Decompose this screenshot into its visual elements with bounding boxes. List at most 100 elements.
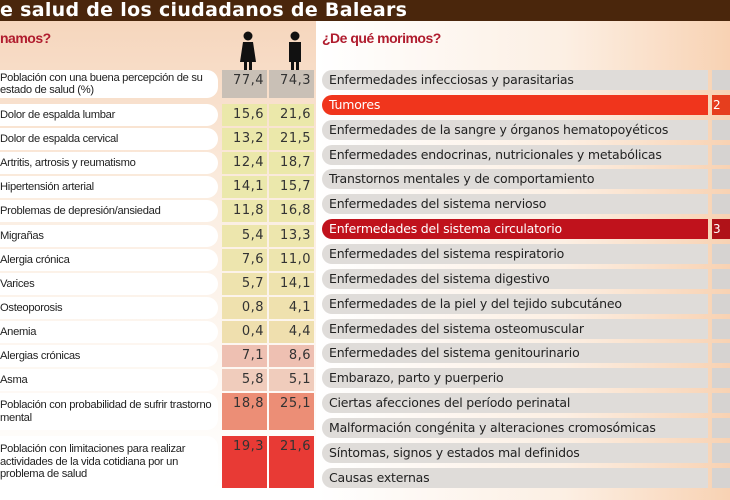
- cause-value: [712, 293, 730, 314]
- row-label: Osteoporosis: [0, 297, 218, 319]
- row-label: Artritis, artrosis y reumatismo: [0, 152, 218, 174]
- women-value: 18,8: [222, 393, 267, 430]
- cause-label: Enfermedades del sistema osteomuscular: [322, 318, 708, 339]
- cause-label: Enfermedades del sistema respiratorio: [322, 243, 708, 264]
- row-label: Asma: [0, 369, 218, 391]
- cause-row: Enfermedades del sistema osteomuscular: [322, 318, 730, 339]
- cause-row: Transtornos mentales y de comportamiento: [322, 169, 730, 190]
- women-value: 0,8: [222, 297, 267, 319]
- table-row: Migrañas 5,4 13,3: [0, 225, 316, 247]
- men-value: 21,6: [269, 436, 314, 488]
- women-value: 13,2: [222, 128, 267, 150]
- table-row: Artritis, artrosis y reumatismo 12,4 18,…: [0, 152, 316, 174]
- cause-label: Ciertas afecciones del período perinatal: [322, 393, 708, 414]
- cause-label: Síntomas, signos y estados mal definidos: [322, 442, 708, 463]
- men-value: 13,3: [269, 225, 314, 247]
- cause-row: Causas externas: [322, 467, 730, 488]
- row-label: Anemia: [0, 321, 218, 343]
- cause-label: Embarazo, parto y puerperio: [322, 368, 708, 389]
- cause-value: [712, 70, 730, 90]
- women-value: 11,8: [222, 200, 267, 222]
- cause-row: Enfermedades del sistema genitourinario: [322, 343, 730, 364]
- table-row: Anemia 0,4 4,4: [0, 321, 316, 343]
- cause-row: Enfermedades de la piel y del tejido sub…: [322, 293, 730, 314]
- cause-row: Síntomas, signos y estados mal definidos: [322, 442, 730, 463]
- women-value: 7,1: [222, 345, 267, 367]
- cause-label: Causas externas: [322, 467, 708, 488]
- cause-value: 2: [712, 94, 730, 115]
- cause-value: [712, 144, 730, 165]
- row-label: Población con una buena percepción de su…: [0, 70, 218, 98]
- cause-value: [712, 343, 730, 364]
- cause-row: Enfermedades del sistema respiratorio: [322, 243, 730, 264]
- table-row: Población con limitaciones para realizar…: [0, 436, 316, 488]
- women-value: 5,7: [222, 273, 267, 295]
- cause-value: [712, 268, 730, 289]
- health-panel: namos? Población con una buena percepció…: [0, 21, 316, 491]
- cause-value: [712, 368, 730, 389]
- men-value: 18,7: [269, 152, 314, 174]
- row-label: Problemas de depresión/ansiedad: [0, 200, 218, 222]
- cause-value: [712, 169, 730, 190]
- cause-row: Enfermedades infecciosas y parasitarias: [322, 70, 730, 90]
- cause-row: Ciertas afecciones del período perinatal: [322, 393, 730, 414]
- women-value: 5,8: [222, 369, 267, 391]
- man-icon: [289, 31, 301, 77]
- cause-value: [712, 243, 730, 264]
- table-row: Asma 5,8 5,1: [0, 369, 316, 391]
- women-value: 7,6: [222, 249, 267, 271]
- cause-value: [712, 194, 730, 215]
- men-value: 15,7: [269, 176, 314, 198]
- row-label: Hipertensión arterial: [0, 176, 218, 198]
- men-value: 11,0: [269, 249, 314, 271]
- table-row: Alergia crónica 7,6 11,0: [0, 249, 316, 271]
- cause-row: Enfermedades del sistema digestivo: [322, 268, 730, 289]
- table-row: Osteoporosis 0,8 4,1: [0, 297, 316, 319]
- section-heading: ¿De qué morimos?: [322, 30, 441, 46]
- cause-row: Enfermedades endocrinas, nutricionales y…: [322, 144, 730, 165]
- cause-label: Enfermedades del sistema nervioso: [322, 194, 708, 215]
- row-label: Migrañas: [0, 225, 218, 247]
- table-row: Población con probabilidad de sufrir tra…: [0, 393, 316, 430]
- cause-value: [712, 417, 730, 438]
- cause-label: Enfermedades de la sangre y órganos hema…: [322, 119, 708, 140]
- table-row: Problemas de depresión/ansiedad 11,8 16,…: [0, 200, 316, 222]
- women-value: 5,4: [222, 225, 267, 247]
- women-value: 15,6: [222, 104, 267, 126]
- row-label: Población con probabilidad de sufrir tra…: [0, 393, 218, 430]
- men-value: 5,1: [269, 369, 314, 391]
- cause-row: Enfermedades del sistema circulatorio 3: [322, 219, 730, 240]
- women-value: 12,4: [222, 152, 267, 174]
- women-value: 77,4: [222, 70, 267, 98]
- men-value: 14,1: [269, 273, 314, 295]
- women-value: 14,1: [222, 176, 267, 198]
- cause-row: Tumores 2: [322, 94, 730, 115]
- men-value: 16,8: [269, 200, 314, 222]
- infographic-title: e salud de los ciudadanos de Balears: [0, 0, 730, 21]
- table-row: Hipertensión arterial 14,1 15,7: [0, 176, 316, 198]
- cause-label: Transtornos mentales y de comportamiento: [322, 169, 708, 190]
- cause-value: [712, 467, 730, 488]
- women-value: 19,3: [222, 436, 267, 488]
- cause-value: [712, 119, 730, 140]
- woman-icon: [240, 31, 256, 77]
- table-row: Varices 5,7 14,1: [0, 273, 316, 295]
- cause-row: Enfermedades de la sangre y órganos hema…: [322, 119, 730, 140]
- cause-value: [712, 318, 730, 339]
- cause-label: Enfermedades de la piel y del tejido sub…: [322, 293, 708, 314]
- cause-label: Enfermedades del sistema digestivo: [322, 268, 708, 289]
- men-value: 8,6: [269, 345, 314, 367]
- cause-row: Malformación congénita y alteraciones cr…: [322, 417, 730, 438]
- men-value: 4,4: [269, 321, 314, 343]
- cause-label: Enfermedades del sistema circulatorio: [322, 219, 708, 240]
- table-row: Alergias crónicas 7,1 8,6: [0, 345, 316, 367]
- table-row: Dolor de espalda cervical 13,2 21,5: [0, 128, 316, 150]
- table-row: Población con una buena percepción de su…: [0, 70, 316, 98]
- cause-label: Enfermedades endocrinas, nutricionales y…: [322, 144, 708, 165]
- cause-row: Embarazo, parto y puerperio: [322, 368, 730, 389]
- cause-row: Enfermedades del sistema nervioso: [322, 194, 730, 215]
- cause-label: Enfermedades infecciosas y parasitarias: [322, 70, 708, 90]
- men-value: 74,3: [269, 70, 314, 98]
- row-label: Población con limitaciones para realizar…: [0, 436, 218, 488]
- table-row: Dolor de espalda lumbar 15,6 21,6: [0, 104, 316, 126]
